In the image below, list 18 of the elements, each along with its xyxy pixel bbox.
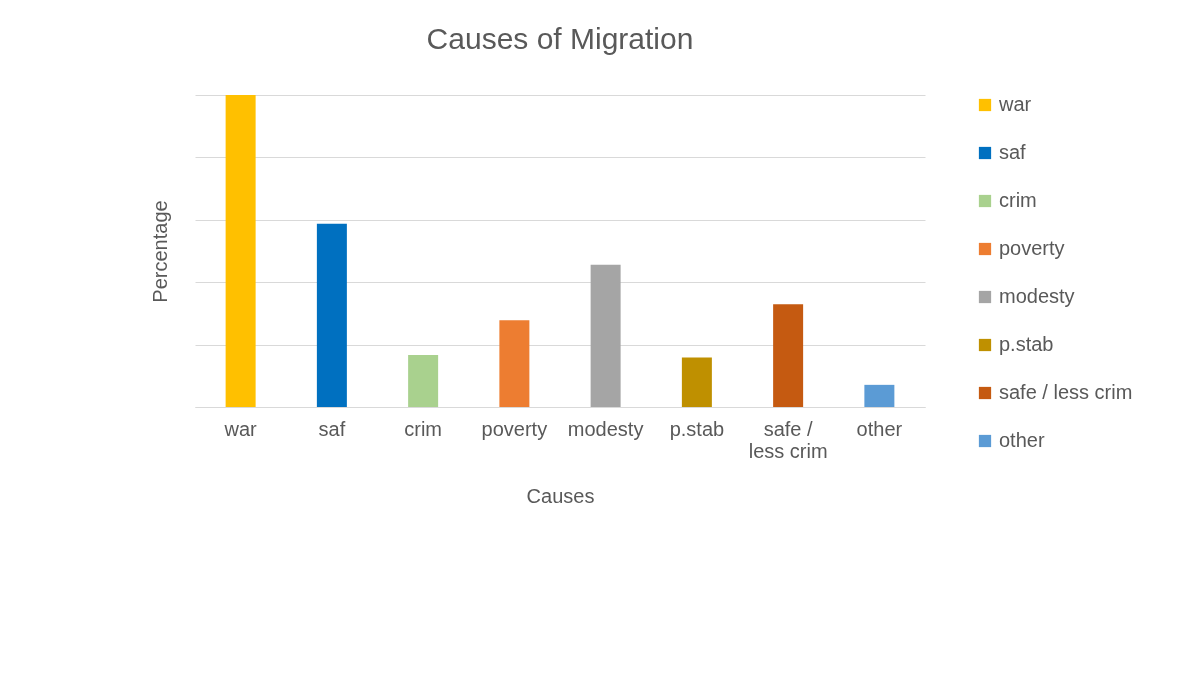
legend-label: safe / less crim [999,381,1133,403]
chart-title: Causes of Migration [426,22,694,55]
legend-label: modesty [999,285,1075,307]
x-tick-label: war [223,417,258,440]
legend-label: poverty [999,237,1065,259]
x-tick-label: poverty [481,417,548,440]
x-tick-label: crim [404,417,443,440]
legend-label: war [998,93,1032,115]
legend-label: saf [999,141,1027,163]
x-tick-label: saf [318,417,346,440]
y-axis-title: Percentage [148,200,171,303]
legend-label: crim [999,189,1037,211]
x-tick-label: safe / less crim [748,417,828,462]
legend-label: p.stab [999,333,1054,355]
x-axis-title: Causes [526,484,595,507]
x-tick-label: other [856,417,903,440]
x-tick-label: p.stab [669,417,725,440]
x-tick-label: modesty [567,417,644,440]
